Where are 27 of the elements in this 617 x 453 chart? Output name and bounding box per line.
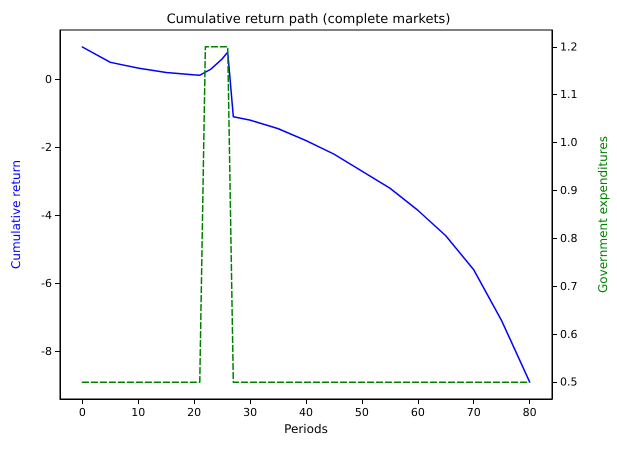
y2-tick-label: 0.7 xyxy=(560,280,578,293)
y2-tick-label: 1.2 xyxy=(560,40,578,54)
y2-tick-label: 1.0 xyxy=(560,136,578,150)
y2-tick-label: 0.9 xyxy=(560,184,578,198)
y2-tick-label: 0.5 xyxy=(560,376,578,389)
y2-tick-label: 0.6 xyxy=(560,328,578,341)
y-tick-label: 0 xyxy=(45,72,52,86)
x-tick-label: 50 xyxy=(354,406,369,419)
x-tick-label: 20 xyxy=(187,406,202,419)
x-tick-label: 70 xyxy=(466,406,481,419)
y2-tick-label: 0.8 xyxy=(560,232,578,245)
x-tick-label: 40 xyxy=(299,406,313,419)
y-tick-label: -6 xyxy=(41,276,52,290)
x-tick-label: 80 xyxy=(522,406,537,419)
y-tick-label: -4 xyxy=(41,208,52,222)
x-tick-label: 30 xyxy=(243,406,258,419)
y2-tick-label: 1.1 xyxy=(560,88,578,102)
chart-title: Cumulative return path (complete markets) xyxy=(166,12,450,27)
x-tick-label: 10 xyxy=(131,406,146,419)
y-tick-label: -2 xyxy=(41,140,52,154)
y-axis-title: Cumulative return xyxy=(9,160,23,269)
x-tick-label: 60 xyxy=(410,406,425,419)
y-tick-label: -8 xyxy=(41,344,52,358)
line-series xyxy=(82,46,530,383)
y2-axis-title: Government expenditures xyxy=(596,136,610,294)
x-tick-label: 0 xyxy=(78,406,86,419)
x-axis-title: Periods xyxy=(284,422,328,436)
